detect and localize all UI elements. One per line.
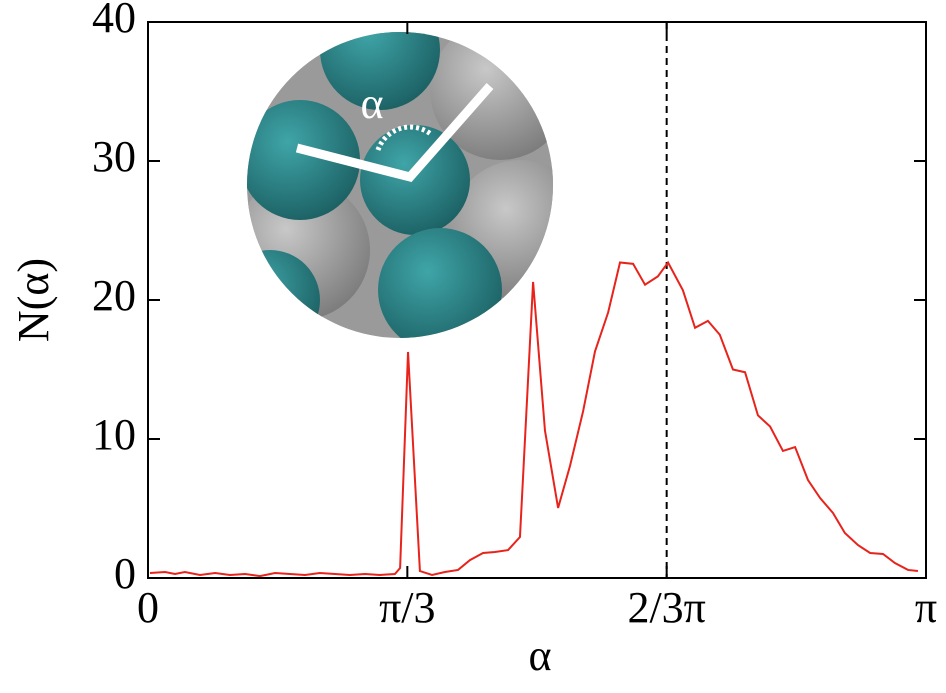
y-tick-label: 0 (114, 549, 136, 598)
inset-label: α (360, 79, 383, 128)
y-tick-label: 20 (92, 271, 136, 320)
data-line (149, 260, 919, 578)
y-axis-label: N(α) (9, 258, 58, 342)
plot-frame (147, 21, 927, 579)
x-tick-label: π/3 (379, 583, 435, 632)
angle-lines (295, 83, 494, 183)
x-tick-label: 0 (137, 583, 159, 632)
y-tick-label: 30 (92, 132, 136, 181)
y-tick-label: 40 (92, 0, 136, 42)
x-axis-label: α (528, 631, 551, 680)
angle-arc (375, 124, 434, 151)
x-tick-label: 2/3π (627, 583, 705, 632)
x-tick-label: π (915, 583, 937, 632)
y-tick-label: 10 (92, 410, 136, 459)
